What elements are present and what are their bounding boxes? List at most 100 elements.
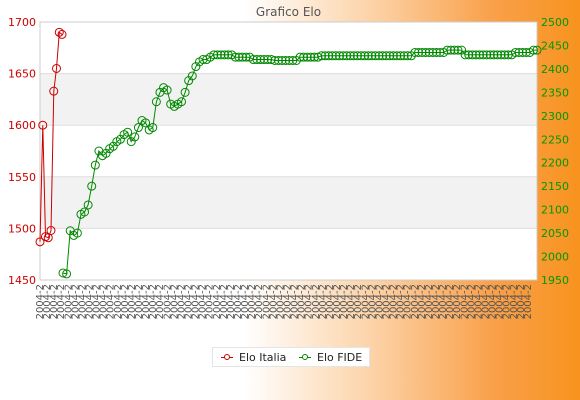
x-tick-label: 2004-2: [141, 284, 152, 319]
x-tick-label: 2004-2: [176, 284, 187, 319]
grid-band: [40, 73, 537, 126]
y-right-tick-label: 2400: [541, 63, 569, 76]
x-tick-label: 2004-2: [70, 284, 81, 319]
data-point: [38, 120, 48, 130]
data-point: [270, 55, 280, 65]
legend-swatch-fide: [299, 353, 311, 363]
data-point: [230, 52, 240, 62]
x-tick-label: 2004-2: [120, 284, 131, 319]
x-tick-label: 2004-2: [311, 284, 322, 319]
data-point: [317, 51, 327, 61]
data-point: [209, 50, 219, 60]
x-tick-label: 2004-2: [410, 284, 421, 319]
data-point: [453, 45, 463, 55]
x-tick-label: 2004-2: [99, 284, 110, 319]
data-point: [324, 51, 334, 61]
data-point: [363, 51, 373, 61]
data-point: [133, 123, 143, 133]
x-tick-label: 2004-2: [396, 284, 407, 319]
data-point: [187, 71, 197, 81]
x-tick-label: 2004-2: [325, 284, 336, 319]
x-tick-label: 2004-2: [49, 284, 60, 319]
x-tick-label: 2004-2: [162, 284, 173, 319]
data-point: [378, 51, 388, 61]
x-tick-label: 2004-2: [127, 284, 138, 319]
x-tick-label: 2004-2: [473, 284, 484, 319]
series-line-italia: [39, 31, 63, 242]
x-tick-label: 2004-2: [169, 284, 180, 319]
x-tick-label: 2004-2: [332, 284, 343, 319]
data-point: [392, 51, 402, 61]
data-point: [489, 50, 499, 60]
data-point: [216, 50, 226, 60]
data-point: [277, 55, 287, 65]
x-tick-label: 2004-2: [275, 284, 286, 319]
data-point: [327, 51, 337, 61]
data-point: [151, 97, 161, 107]
data-point: [309, 52, 319, 62]
plot-background: [40, 22, 537, 280]
x-tick-label: 2004-2: [191, 284, 202, 319]
data-point: [320, 51, 330, 61]
x-tick-label: 2004-2: [240, 284, 251, 319]
data-point: [388, 51, 398, 61]
data-point: [62, 269, 72, 279]
x-tick-label: 2004-2: [155, 284, 166, 319]
y-right-tick-label: 1950: [541, 274, 569, 287]
y-right-tick-label: 2050: [541, 227, 569, 240]
y-right-tick-label: 2150: [541, 180, 569, 193]
x-tick-label: 2004-2: [459, 284, 470, 319]
x-tick-label: 2004-2: [516, 284, 527, 319]
x-tick-label: 2004-2: [523, 284, 534, 319]
legend-swatch-italia: [221, 353, 233, 363]
x-tick-label: 2004-2: [424, 284, 435, 319]
data-point: [410, 47, 420, 57]
x-tick-label: 2004-2: [283, 284, 294, 319]
data-point: [259, 55, 269, 65]
x-tick-label: 2004-2: [367, 284, 378, 319]
x-tick-label: 2004-2: [466, 284, 477, 319]
data-point: [460, 50, 470, 60]
legend-item-fide: Elo FIDE: [299, 351, 362, 365]
data-point: [248, 55, 258, 65]
data-point: [46, 225, 56, 235]
x-tick-label: 2004-2: [268, 284, 279, 319]
data-point: [352, 51, 362, 61]
data-point: [72, 228, 82, 238]
x-tick-label: 2004-2: [346, 284, 357, 319]
data-point: [49, 86, 59, 96]
x-tick-label: 2004-2: [290, 284, 301, 319]
data-point: [162, 85, 172, 95]
x-tick-label: 2004-2: [184, 284, 195, 319]
grid-band: [40, 176, 537, 229]
x-tick-label: 2004-2: [509, 284, 520, 319]
data-point: [424, 47, 434, 57]
x-tick-label: 2004-2: [42, 284, 53, 319]
data-point: [500, 50, 510, 60]
data-point: [467, 50, 477, 60]
x-tick-label: 2004-2: [481, 284, 492, 319]
data-point: [518, 47, 528, 57]
x-tick-label: 2004-2: [438, 284, 449, 319]
data-point: [141, 118, 151, 128]
data-point: [414, 47, 423, 57]
x-tick-label: 2004-2: [353, 284, 364, 319]
x-tick-label: 2004-2: [488, 284, 499, 319]
x-tick-label: 2004-2: [495, 284, 506, 319]
data-point: [263, 55, 273, 65]
data-point: [471, 50, 481, 60]
data-point: [284, 55, 294, 65]
data-point: [428, 47, 438, 57]
x-tick-label: 2004-2: [417, 284, 428, 319]
x-tick-label: 2004-2: [226, 284, 237, 319]
data-point: [90, 160, 100, 170]
data-point: [381, 51, 391, 61]
x-tick-label: 2004-2: [148, 284, 159, 319]
x-tick-label: 2004-2: [403, 284, 414, 319]
data-point: [83, 200, 93, 210]
data-point: [360, 51, 370, 61]
x-tick-label: 2004-2: [85, 284, 96, 319]
x-tick-label: 2004-2: [198, 284, 209, 319]
y-right-tick-label: 2300: [541, 110, 569, 123]
